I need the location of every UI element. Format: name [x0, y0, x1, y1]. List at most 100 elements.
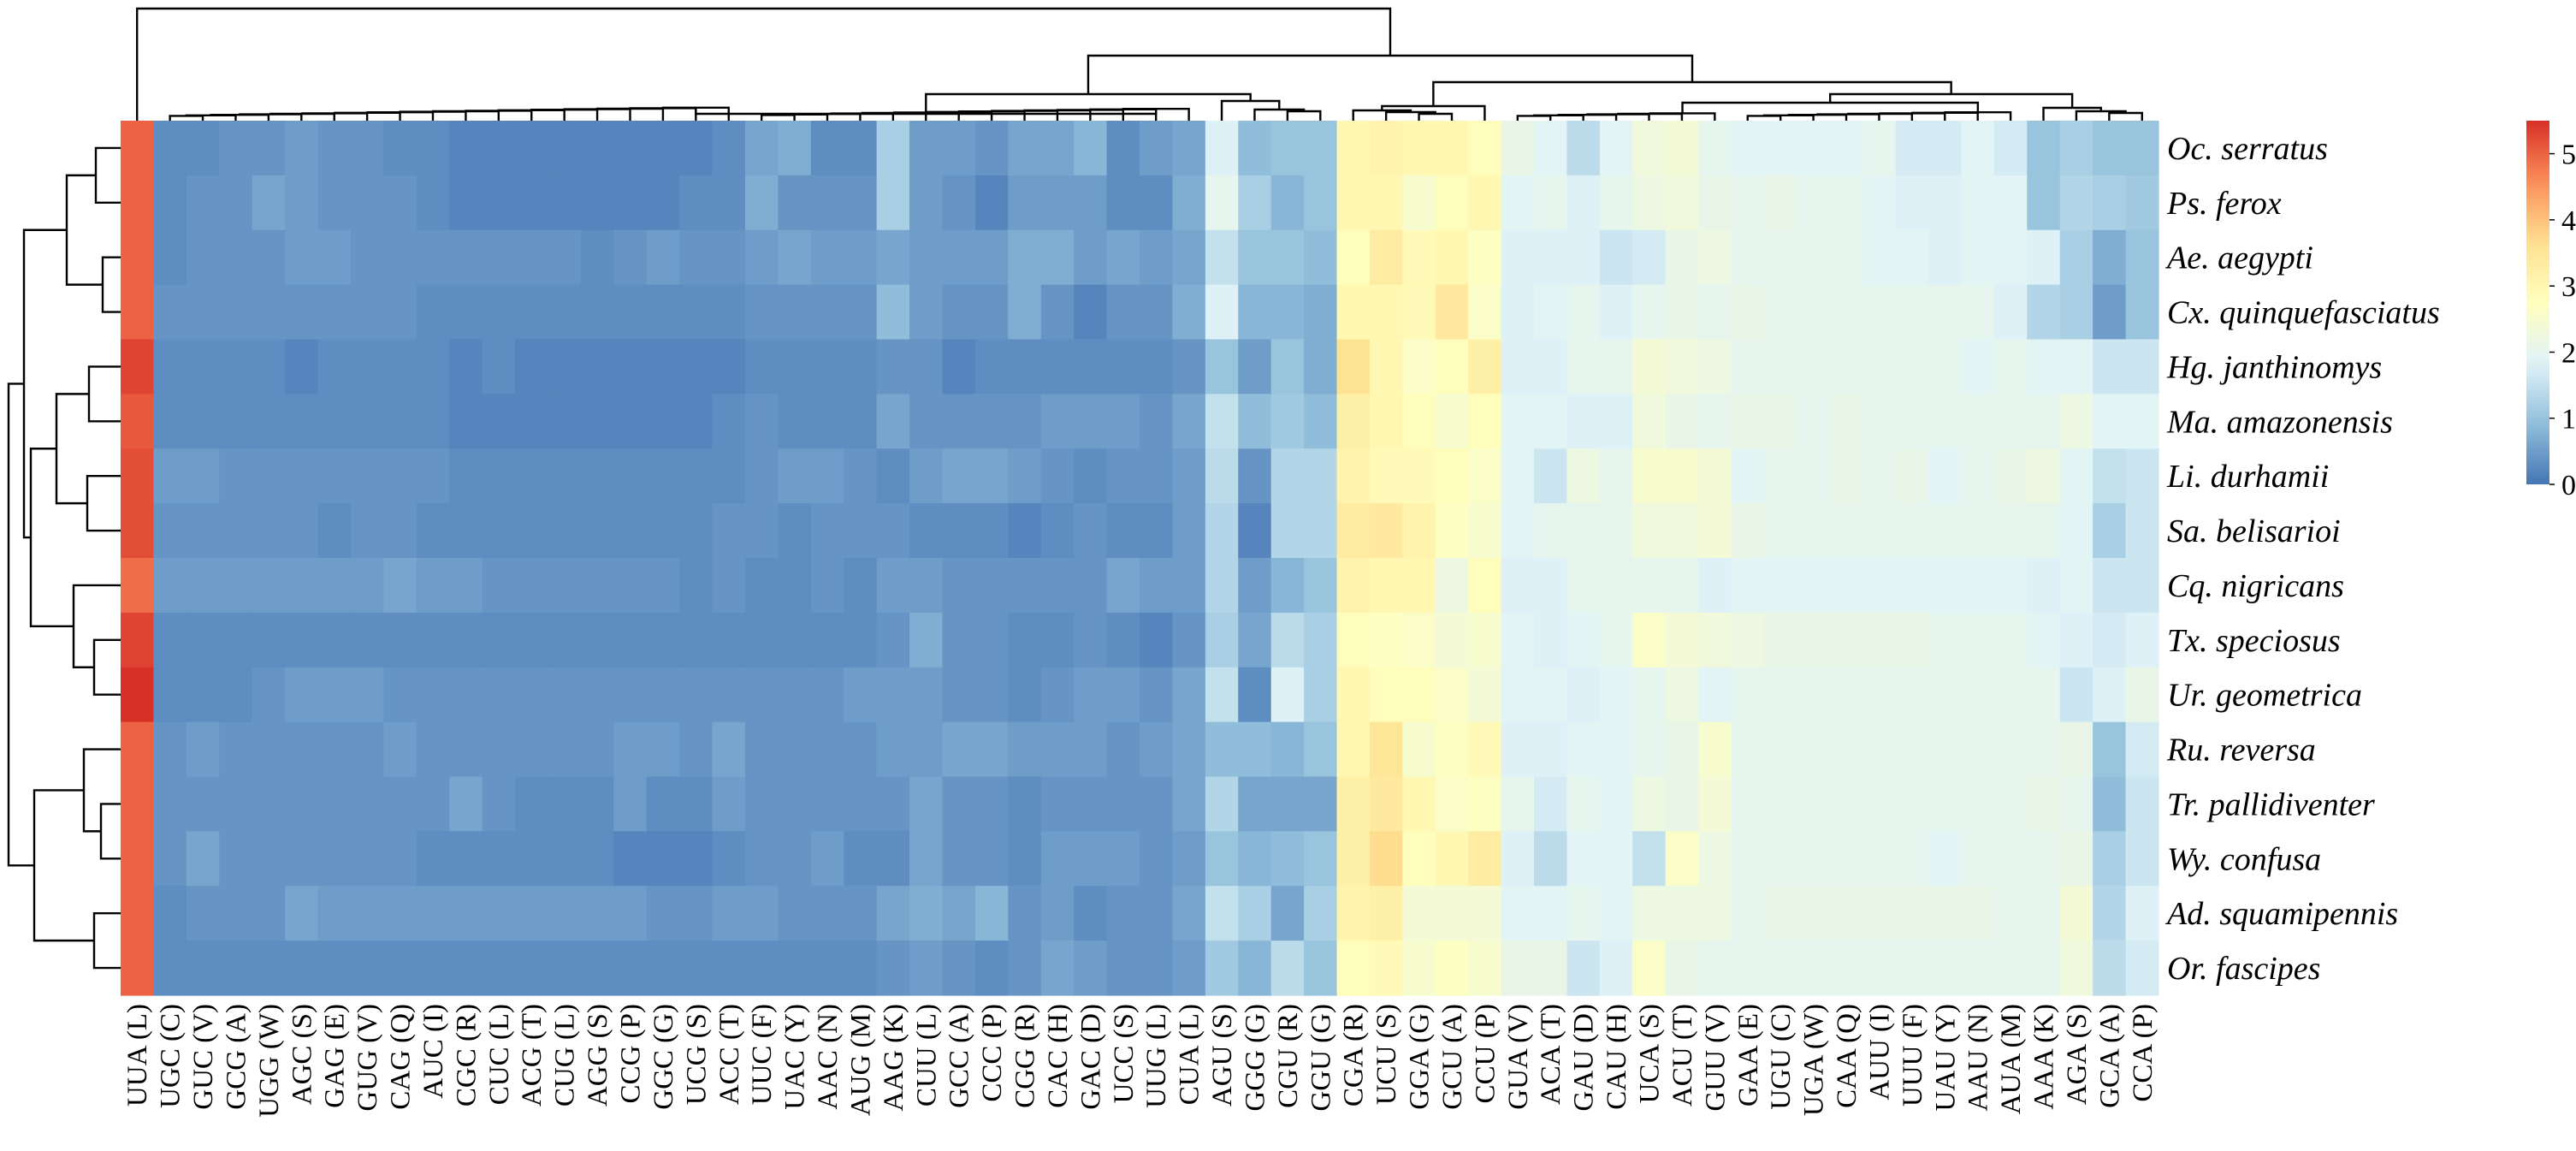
heatmap-cell: [1435, 776, 1469, 832]
heatmap-cell: [219, 831, 253, 887]
heatmap-cell: [679, 612, 714, 668]
dendrogram-branch: [1847, 112, 1914, 121]
heatmap-cell: [1763, 448, 1797, 504]
heatmap-cell: [810, 175, 844, 231]
dendrogram-branch: [94, 146, 121, 205]
heatmap-cell: [613, 721, 648, 778]
heatmap-cell: [350, 339, 384, 395]
heatmap-cell: [1501, 940, 1535, 996]
heatmap-cell: [974, 612, 1009, 668]
heatmap-cell: [121, 339, 155, 395]
heatmap-cell: [613, 558, 648, 614]
codon-label: ACU (T): [1667, 1004, 1698, 1107]
heatmap-cell: [844, 558, 878, 614]
heatmap-cell: [646, 229, 680, 286]
heatmap-cell: [2059, 394, 2093, 449]
heatmap-cell: [350, 284, 384, 341]
heatmap-cell: [1402, 229, 1436, 286]
heatmap-cell: [744, 776, 779, 832]
dendrogram-branch: [1617, 112, 1684, 121]
heatmap-cell: [2093, 229, 2127, 286]
heatmap-cell: [548, 394, 582, 449]
heatmap-cell: [679, 940, 714, 996]
heatmap-cell: [1270, 721, 1305, 778]
heatmap-cell: [482, 721, 516, 778]
heatmap-cell: [974, 503, 1009, 559]
heatmap-cell: [810, 940, 844, 996]
heatmap-cell: [1106, 721, 1140, 778]
heatmap-cell: [909, 121, 944, 176]
heatmap-cell: [942, 229, 976, 286]
heatmap-cell: [844, 503, 878, 559]
heatmap-cell: [1862, 339, 1897, 395]
heatmap-cell: [317, 394, 352, 449]
heatmap-cell: [679, 831, 714, 887]
heatmap-cell: [482, 394, 516, 449]
heatmap-cell: [712, 940, 746, 996]
heatmap-cell: [613, 175, 648, 231]
heatmap-cell: [1862, 284, 1897, 341]
heatmap-cell: [1829, 721, 1863, 778]
heatmap-cell: [1106, 229, 1140, 286]
codon-label: UCA (S): [1635, 1004, 1666, 1103]
heatmap-cell: [876, 886, 910, 941]
heatmap-cell: [1501, 503, 1535, 559]
heatmap-cell: [1501, 612, 1535, 668]
heatmap-cell: [1599, 284, 1633, 341]
heatmap-cell: [383, 940, 417, 996]
heatmap-cell: [1270, 503, 1305, 559]
heatmap-cell: [712, 503, 746, 559]
heatmap-cell: [1172, 339, 1206, 395]
heatmap-cell: [1501, 721, 1535, 778]
heatmap-cell: [744, 612, 779, 668]
heatmap-cell: [909, 940, 944, 996]
heatmap-cell: [810, 558, 844, 614]
heatmap-cells: [121, 121, 2159, 996]
heatmap-cell: [1763, 940, 1797, 996]
heatmap-cell: [482, 229, 516, 286]
heatmap-cell: [942, 776, 976, 832]
heatmap-cell: [844, 667, 878, 723]
heatmap-cell: [1665, 667, 1699, 723]
heatmap-cell: [1468, 175, 1502, 231]
heatmap-cell: [974, 229, 1009, 286]
heatmap-cell: [548, 121, 582, 176]
heatmap-cell: [1435, 175, 1469, 231]
heatmap-cell: [1435, 721, 1469, 778]
heatmap-cell: [1698, 394, 1732, 449]
heatmap-cell: [876, 284, 910, 341]
heatmap-cell: [449, 667, 483, 723]
heatmap-cell: [548, 558, 582, 614]
heatmap-cell: [1566, 612, 1601, 668]
heatmap-cell: [121, 121, 155, 176]
codon-label: GGC (G): [648, 1004, 679, 1110]
heatmap-cell: [548, 175, 582, 231]
heatmap-cell: [1501, 886, 1535, 941]
heatmap-cell: [1895, 448, 1929, 504]
heatmap-cell: [580, 940, 614, 996]
heatmap-cell: [1205, 667, 1239, 723]
heatmap-cell: [580, 776, 614, 832]
heatmap-cell: [1731, 776, 1765, 832]
heatmap-cell: [1928, 776, 1963, 832]
heatmap-cell: [285, 229, 319, 286]
species-label: Oc. serratus: [2167, 131, 2328, 167]
heatmap-cell: [810, 394, 844, 449]
heatmap-cell: [1534, 175, 1568, 231]
heatmap-cell: [613, 831, 648, 887]
heatmap-cell: [844, 940, 878, 996]
color-scale-tick-label: 2: [2561, 338, 2576, 370]
heatmap-cell: [121, 886, 155, 941]
dendrogram-branch: [92, 638, 121, 696]
codon-label: UUG (L): [1141, 1004, 1172, 1108]
heatmap-cell: [1993, 448, 2028, 504]
heatmap-cell: [1797, 831, 1831, 887]
heatmap-cell: [1763, 284, 1797, 341]
heatmap-cell: [1665, 503, 1699, 559]
heatmap-cell: [1632, 721, 1667, 778]
codon-label: UGA (W): [1799, 1004, 1830, 1116]
heatmap-cell: [810, 886, 844, 941]
heatmap-cell: [449, 448, 483, 504]
codon-label: GCC (A): [945, 1004, 975, 1108]
heatmap-cell: [1797, 886, 1831, 941]
